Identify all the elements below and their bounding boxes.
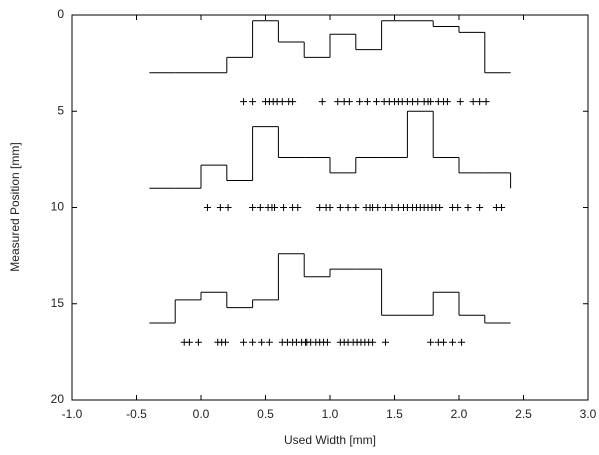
point (414, 98, 422, 106)
point (294, 204, 302, 211)
x-tick-label: 1.5 (386, 407, 403, 421)
point (482, 98, 490, 106)
point (256, 204, 264, 211)
point (454, 204, 462, 211)
point (344, 204, 352, 211)
y-tick-label: 5 (57, 103, 64, 117)
point (464, 204, 472, 211)
point (356, 98, 364, 106)
point (316, 204, 324, 211)
point (469, 98, 477, 106)
point (222, 338, 230, 346)
y-tick-label: 20 (51, 392, 65, 406)
point (427, 338, 435, 346)
x-tick-label: 0.0 (193, 407, 210, 421)
point (336, 204, 344, 211)
point (326, 204, 334, 211)
point (265, 338, 273, 346)
point (203, 204, 211, 211)
point (440, 338, 448, 346)
y-axis-label: Measured Position [mm] (8, 142, 22, 271)
y-tick-label: 10 (51, 200, 65, 214)
x-tick-label: 2.5 (515, 407, 532, 421)
point (249, 204, 257, 211)
point (249, 338, 257, 346)
x-tick-label: 0.5 (257, 407, 274, 421)
point (363, 98, 371, 106)
point (289, 98, 297, 106)
point (436, 204, 444, 211)
point (498, 204, 506, 211)
point (323, 338, 331, 346)
point (318, 98, 326, 106)
point (240, 338, 248, 346)
point (249, 98, 257, 106)
point (334, 98, 342, 106)
x-tick-label: 1.0 (322, 407, 339, 421)
y-tick-label: 0 (57, 7, 64, 21)
point (216, 204, 224, 211)
point (271, 204, 279, 211)
point (427, 98, 435, 106)
x-tick-label: -0.5 (126, 407, 147, 421)
y-tick-label: 15 (51, 296, 65, 310)
point (240, 98, 248, 106)
point (345, 98, 353, 106)
point (369, 338, 377, 346)
point (456, 98, 464, 106)
x-tick-label: -1.0 (62, 407, 83, 421)
x-axis-label: Used Width [mm] (284, 433, 376, 447)
point (352, 204, 360, 211)
point (476, 204, 484, 211)
x-tick-label: 2.0 (451, 407, 468, 421)
point (458, 338, 466, 346)
point (381, 204, 389, 211)
point (185, 338, 193, 346)
point (224, 204, 232, 211)
point (194, 338, 202, 346)
point (388, 204, 396, 211)
point (278, 98, 286, 106)
point (258, 338, 266, 346)
point (476, 98, 484, 106)
point (381, 338, 389, 346)
point (280, 204, 288, 211)
point (443, 98, 451, 106)
x-tick-label: 3.0 (580, 407, 597, 421)
point (374, 204, 382, 211)
point (449, 338, 457, 346)
point (372, 98, 380, 106)
